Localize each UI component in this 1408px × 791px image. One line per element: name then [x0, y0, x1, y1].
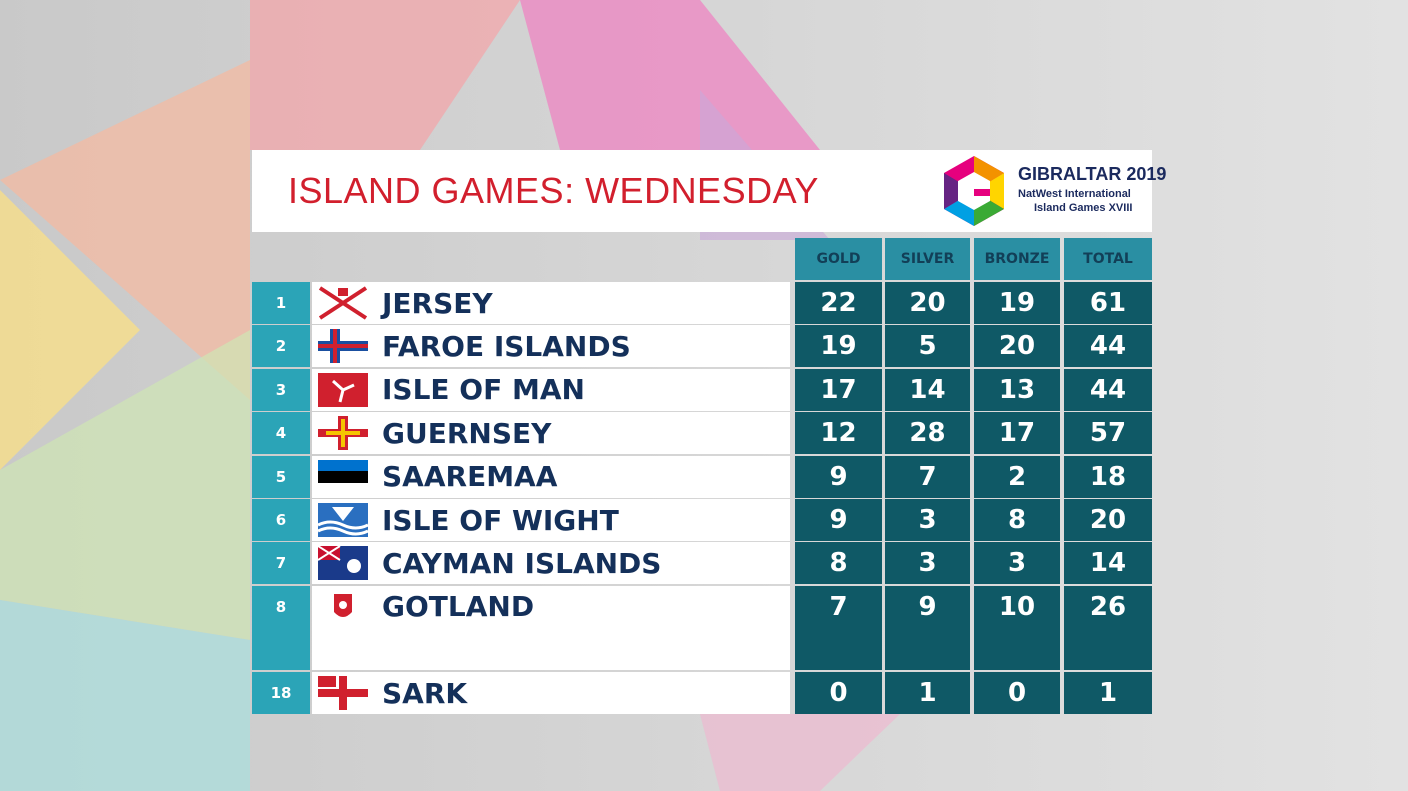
rank: 8 [252, 585, 310, 628]
medal-count: 0 [795, 672, 882, 714]
flag [318, 459, 368, 494]
title: ISLAND GAMES: WEDNESDAY [288, 170, 819, 211]
country-name: SARK [312, 672, 790, 714]
medal-count: 44 [1064, 368, 1152, 411]
column-header: GOLD [795, 238, 882, 280]
country-name: GUERNSEY [312, 412, 790, 455]
medal-count: 20 [974, 325, 1060, 368]
medal-count: 14 [885, 368, 970, 411]
medal-count: 20 [885, 282, 970, 324]
blank-cell [974, 628, 1060, 670]
medal-count: 5 [885, 325, 970, 368]
blank-name [312, 628, 790, 670]
medal-count: 19 [795, 325, 882, 368]
flag [318, 329, 368, 364]
rank: 1 [252, 282, 310, 324]
logo-line: NatWest International [1018, 188, 1131, 200]
country-name: CAYMAN ISLANDS [312, 542, 790, 585]
flag [318, 676, 368, 710]
medal-count: 2 [974, 455, 1060, 498]
medal-count: 17 [795, 368, 882, 411]
medal-count: 10 [974, 585, 1060, 628]
rank: 4 [252, 412, 310, 455]
blank-cell [1064, 628, 1152, 670]
medal-count: 1 [885, 672, 970, 714]
logo: GIBRALTAR 2019 NatWest International Isl… [938, 154, 1166, 228]
medal-count: 0 [974, 672, 1060, 714]
rank: 18 [252, 672, 310, 714]
rank: 2 [252, 325, 310, 368]
medal-count: 3 [974, 542, 1060, 585]
medal-count: 61 [1064, 282, 1152, 324]
medal-count: 17 [974, 412, 1060, 455]
country-name: JERSEY [312, 282, 790, 324]
medal-count: 8 [795, 542, 882, 585]
rank: 6 [252, 499, 310, 541]
title-bar: ISLAND GAMES: WEDNESDAY GIBRALTAR 2019 N… [252, 150, 1166, 232]
medal-count: 22 [795, 282, 882, 324]
logo-line: GIBRALTAR 2019 [1018, 164, 1167, 184]
flag [318, 372, 368, 407]
medal-count: 18 [1064, 455, 1152, 498]
medal-count: 19 [974, 282, 1060, 324]
flag [318, 546, 368, 581]
column-header: TOTAL [1064, 238, 1152, 280]
flag [334, 593, 352, 617]
country-name: SAAREMAA [312, 455, 790, 498]
medal-count: 8 [974, 499, 1060, 541]
medal-count: 7 [795, 585, 882, 628]
blank-rank [252, 628, 310, 670]
flag [318, 503, 368, 537]
country-name: ISLE OF MAN [312, 368, 790, 411]
column-header: SILVER [885, 238, 970, 280]
rank: 3 [252, 368, 310, 411]
column-header: BRONZE [974, 238, 1060, 280]
blank-cell [795, 628, 882, 670]
medal-count: 9 [795, 499, 882, 541]
medal-count: 57 [1064, 412, 1152, 455]
country-name: ISLE OF WIGHT [312, 499, 790, 541]
medal-count: 26 [1064, 585, 1152, 628]
medal-count: 28 [885, 412, 970, 455]
rank: 5 [252, 455, 310, 498]
rank: 7 [252, 542, 310, 585]
flag [318, 286, 368, 320]
medal-count: 20 [1064, 499, 1152, 541]
medal-count: 9 [885, 585, 970, 628]
country-name: GOTLAND [312, 585, 790, 628]
medal-count: 14 [1064, 542, 1152, 585]
medal-count: 7 [885, 455, 970, 498]
medal-count: 1 [1064, 672, 1152, 714]
medal-count: 3 [885, 542, 970, 585]
medal-count: 44 [1064, 325, 1152, 368]
flag [318, 416, 368, 451]
logo-mark [944, 156, 1004, 226]
medal-count: 3 [885, 499, 970, 541]
medal-count: 13 [974, 368, 1060, 411]
blank-cell [885, 628, 970, 670]
logo-line: Island Games XVIII [1034, 202, 1133, 214]
medal-count: 12 [795, 412, 882, 455]
medal-count: 9 [795, 455, 882, 498]
country-name: FAROE ISLANDS [312, 325, 790, 368]
